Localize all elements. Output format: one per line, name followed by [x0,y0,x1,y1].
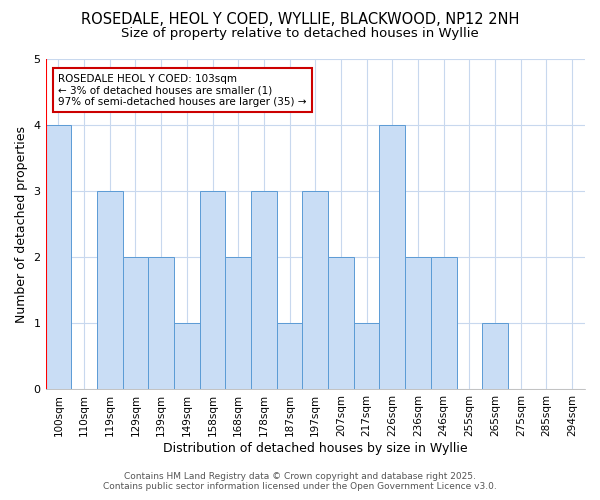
Text: Size of property relative to detached houses in Wyllie: Size of property relative to detached ho… [121,28,479,40]
Bar [46,125,71,390]
Text: ROSEDALE, HEOL Y COED, WYLLIE, BLACKWOOD, NP12 2NH: ROSEDALE, HEOL Y COED, WYLLIE, BLACKWOOD… [81,12,519,28]
Bar [328,258,354,390]
Bar [174,324,200,390]
Y-axis label: Number of detached properties: Number of detached properties [15,126,28,322]
Bar [226,258,251,390]
Bar [122,258,148,390]
Bar [482,324,508,390]
Bar [354,324,379,390]
X-axis label: Distribution of detached houses by size in Wyllie: Distribution of detached houses by size … [163,442,467,455]
Bar [431,258,457,390]
Bar [97,191,122,390]
Bar [302,191,328,390]
Bar [148,258,174,390]
Text: Contains HM Land Registry data © Crown copyright and database right 2025.
Contai: Contains HM Land Registry data © Crown c… [103,472,497,491]
Text: ROSEDALE HEOL Y COED: 103sqm
← 3% of detached houses are smaller (1)
97% of semi: ROSEDALE HEOL Y COED: 103sqm ← 3% of det… [58,74,307,106]
Bar [405,258,431,390]
Bar [200,191,226,390]
Bar [251,191,277,390]
Bar [379,125,405,390]
Bar [277,324,302,390]
